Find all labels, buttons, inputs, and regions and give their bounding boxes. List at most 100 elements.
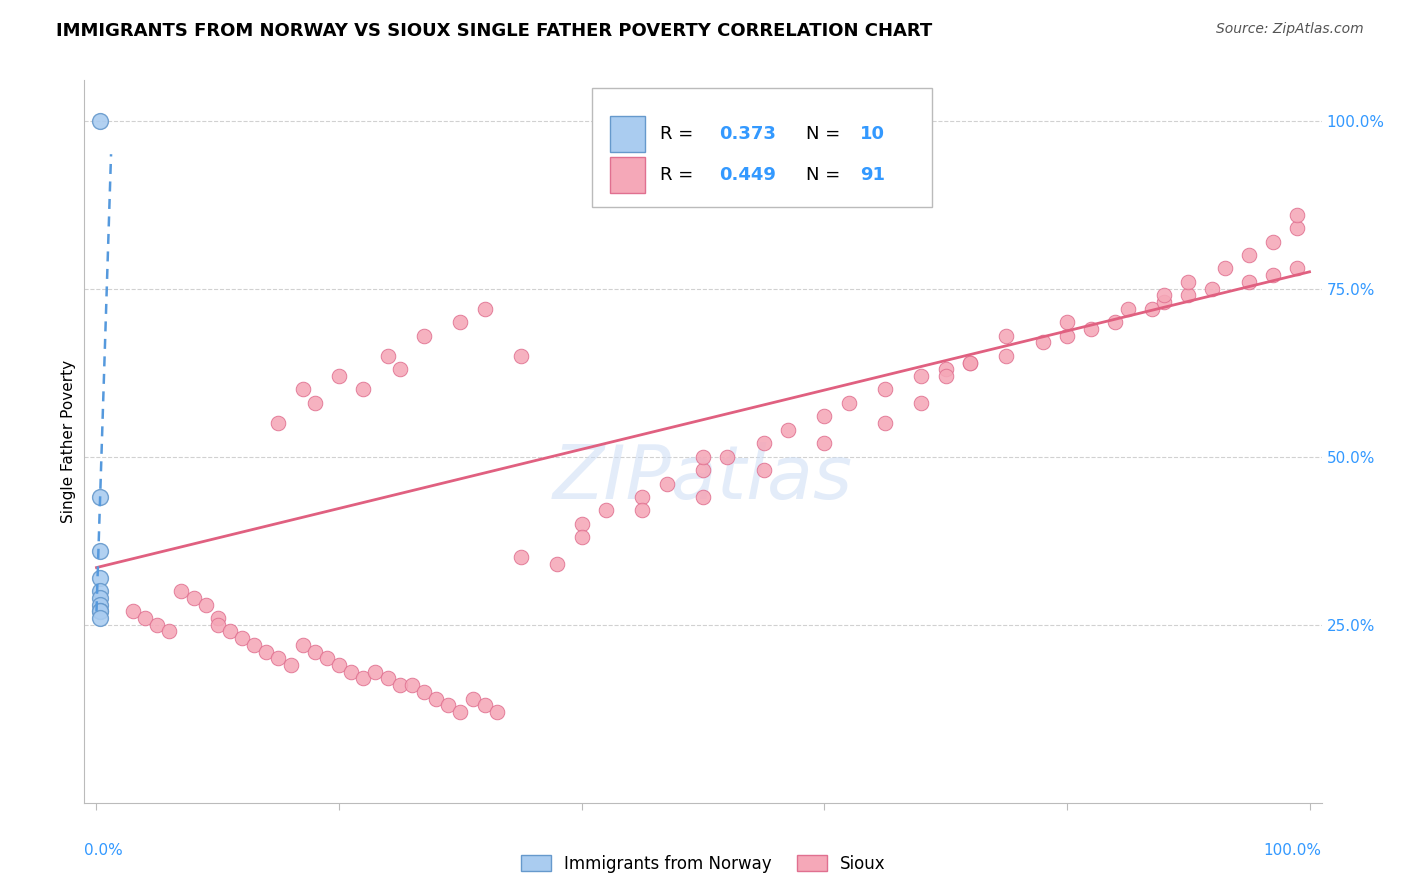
Point bbox=[89, 611, 111, 625]
Point bbox=[752, 436, 775, 450]
Point bbox=[838, 396, 860, 410]
Point bbox=[170, 584, 193, 599]
Point bbox=[316, 651, 339, 665]
Text: 91: 91 bbox=[860, 166, 886, 184]
Point bbox=[328, 658, 350, 673]
Point bbox=[388, 678, 411, 692]
Text: 0.373: 0.373 bbox=[718, 125, 776, 143]
Point bbox=[692, 490, 714, 504]
Point bbox=[776, 423, 799, 437]
Point bbox=[461, 691, 484, 706]
FancyBboxPatch shape bbox=[592, 87, 932, 207]
Text: ZIPatlas: ZIPatlas bbox=[553, 442, 853, 514]
Point bbox=[364, 665, 387, 679]
Point bbox=[1213, 261, 1236, 276]
Point bbox=[631, 490, 654, 504]
Point bbox=[219, 624, 242, 639]
Point bbox=[1177, 288, 1199, 302]
Point bbox=[1153, 295, 1175, 310]
Point bbox=[377, 672, 399, 686]
Point bbox=[231, 631, 253, 645]
Point bbox=[1201, 282, 1223, 296]
Point bbox=[546, 558, 568, 572]
Text: IMMIGRANTS FROM NORWAY VS SIOUX SINGLE FATHER POVERTY CORRELATION CHART: IMMIGRANTS FROM NORWAY VS SIOUX SINGLE F… bbox=[56, 22, 932, 40]
Point bbox=[510, 550, 533, 565]
Point bbox=[134, 611, 156, 625]
Point bbox=[89, 598, 111, 612]
Point bbox=[1056, 315, 1078, 329]
Point bbox=[1140, 301, 1163, 316]
Point bbox=[425, 691, 447, 706]
Point bbox=[1153, 288, 1175, 302]
Point bbox=[813, 436, 835, 450]
Point bbox=[1286, 261, 1309, 276]
Text: R =: R = bbox=[659, 166, 693, 184]
Point bbox=[692, 463, 714, 477]
Point bbox=[873, 416, 896, 430]
Point bbox=[89, 571, 111, 585]
Point bbox=[571, 516, 593, 531]
Point bbox=[1286, 221, 1309, 235]
Point bbox=[1116, 301, 1139, 316]
Point bbox=[89, 604, 111, 618]
Point bbox=[291, 383, 314, 397]
Point bbox=[352, 383, 374, 397]
Point bbox=[254, 644, 277, 658]
Point bbox=[194, 598, 217, 612]
Point bbox=[89, 543, 111, 558]
Point bbox=[413, 685, 436, 699]
Bar bbox=[610, 157, 645, 194]
Point bbox=[304, 644, 326, 658]
Text: 0.0%: 0.0% bbox=[84, 843, 124, 857]
Point bbox=[752, 463, 775, 477]
Point bbox=[437, 698, 460, 713]
Point bbox=[267, 416, 290, 430]
Point bbox=[935, 369, 957, 384]
Point bbox=[595, 503, 617, 517]
Point bbox=[122, 604, 145, 618]
Point bbox=[1056, 328, 1078, 343]
Text: 10: 10 bbox=[860, 125, 886, 143]
Point bbox=[304, 396, 326, 410]
Legend: Immigrants from Norway, Sioux: Immigrants from Norway, Sioux bbox=[513, 848, 893, 880]
Point bbox=[910, 396, 932, 410]
Point bbox=[449, 705, 471, 719]
Point bbox=[959, 355, 981, 369]
Point bbox=[692, 450, 714, 464]
Point bbox=[1237, 275, 1260, 289]
Point bbox=[89, 591, 111, 605]
Point bbox=[388, 362, 411, 376]
Point bbox=[183, 591, 205, 605]
Point bbox=[813, 409, 835, 424]
Point bbox=[377, 349, 399, 363]
Point bbox=[474, 698, 496, 713]
Point bbox=[571, 530, 593, 544]
Point bbox=[1032, 335, 1054, 350]
Point bbox=[1080, 322, 1102, 336]
Point bbox=[1286, 208, 1309, 222]
Point bbox=[243, 638, 266, 652]
Point bbox=[207, 611, 229, 625]
Text: R =: R = bbox=[659, 125, 693, 143]
Point bbox=[474, 301, 496, 316]
Point bbox=[89, 604, 111, 618]
Point bbox=[995, 328, 1018, 343]
Point bbox=[959, 355, 981, 369]
Point bbox=[401, 678, 423, 692]
Point bbox=[146, 617, 169, 632]
Point bbox=[1261, 235, 1284, 249]
Point bbox=[910, 369, 932, 384]
Point bbox=[995, 349, 1018, 363]
Point bbox=[716, 450, 738, 464]
Point bbox=[280, 658, 302, 673]
Text: 0.449: 0.449 bbox=[718, 166, 776, 184]
Point bbox=[267, 651, 290, 665]
Point bbox=[1261, 268, 1284, 283]
Point bbox=[485, 705, 508, 719]
Point bbox=[1104, 315, 1126, 329]
Point bbox=[935, 362, 957, 376]
Point bbox=[1177, 275, 1199, 289]
Point bbox=[291, 638, 314, 652]
Point bbox=[207, 617, 229, 632]
Point bbox=[510, 349, 533, 363]
